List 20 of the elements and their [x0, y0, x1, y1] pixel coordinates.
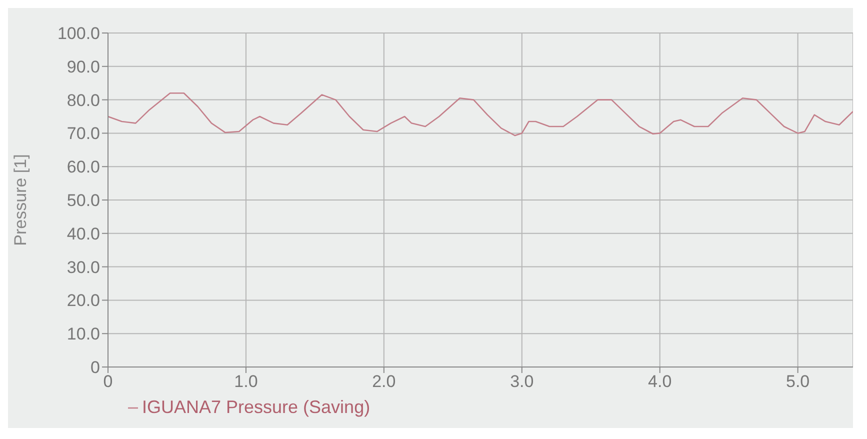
y-axis-title: Pressure [1]: [11, 154, 30, 246]
y-tick-label: 80.0: [66, 90, 100, 110]
line-series: [108, 92, 853, 136]
y-tick-label: 70.0: [66, 124, 100, 144]
y-tick-label: 60.0: [66, 158, 100, 177]
x-tick-label: 1.0: [234, 372, 258, 392]
x-tick-label: 4.0: [648, 372, 672, 392]
y-tick-label: 0: [90, 358, 100, 378]
legend-label: IGUANA7 Pressure (Saving): [142, 397, 370, 417]
x-tick-label: 2.0: [372, 372, 396, 392]
y-tick-label: 50.0: [66, 191, 100, 210]
x-tick-label: 5.0: [786, 372, 810, 392]
y-tick-label: 30.0: [66, 258, 100, 277]
x-tick-label: 0: [103, 372, 113, 392]
x-tick-label: 3.0: [510, 372, 534, 392]
y-tick-label: 20.0: [66, 291, 100, 310]
y-tick-label: 100.0: [57, 24, 100, 44]
y-tick-label: 10.0: [66, 324, 100, 344]
y-tick-label: 90.0: [66, 57, 100, 76]
y-tick-label: 40.0: [66, 224, 100, 244]
